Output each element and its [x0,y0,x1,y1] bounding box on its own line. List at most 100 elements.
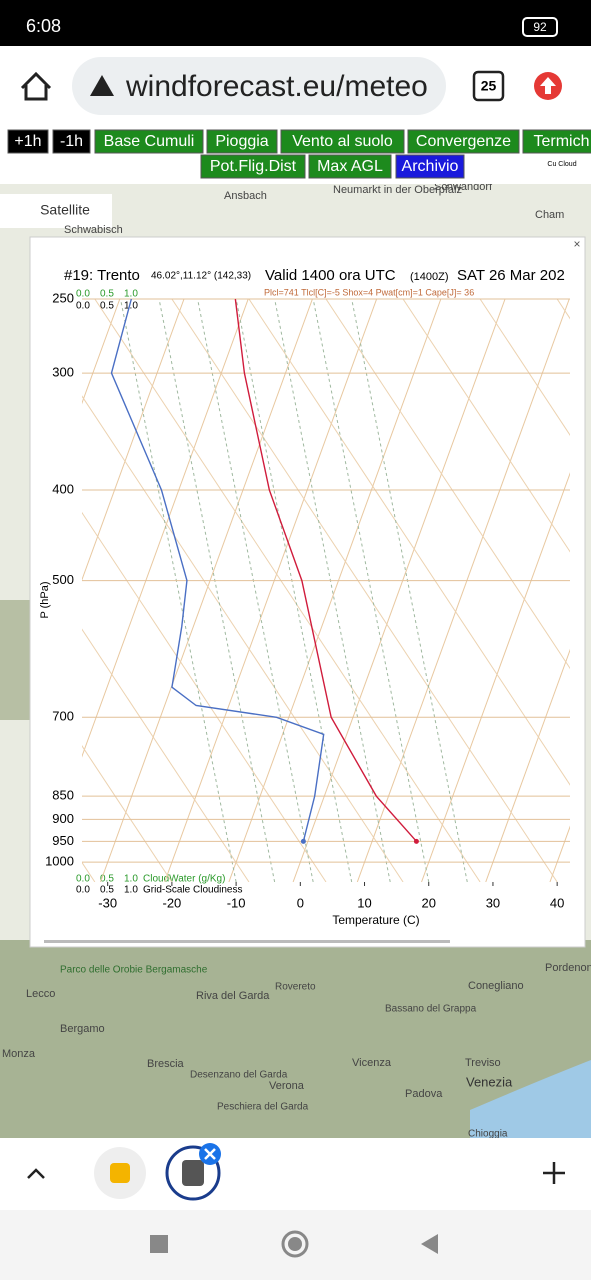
url: windforecast.eu/meteo [125,70,428,103]
isotherm [356,299,570,882]
y-tick-label: 300 [52,365,74,380]
toolbar-button[interactable] [206,129,278,154]
x-tick-label: 10 [357,895,371,910]
toolbar-button-label: -1h [60,133,83,150]
close-button[interactable]: × [573,237,580,251]
y-tick-label: 1000 [45,854,74,869]
dry-adiabat [82,745,173,882]
toolbar-button[interactable] [280,129,405,154]
map-label: Treviso [465,1057,501,1069]
dry-adiabat [94,299,481,882]
bottom-bar [0,1138,591,1210]
toolbar-button[interactable] [94,129,204,154]
surface-point [300,838,306,844]
profile-line [234,298,417,842]
back-button[interactable] [421,1234,438,1254]
isotherm [421,472,570,882]
warning-icon [90,75,114,96]
map-label: Cham [535,209,564,221]
dry-adiabat [82,395,404,882]
map-label: Peschiera del Garda [217,1102,309,1113]
url-field[interactable] [72,57,446,115]
y-tick-label: 700 [52,709,74,724]
scale-label: 0.0 [76,301,90,312]
scale-label: 0.0 [76,289,90,300]
map-label: Desenzano del Garda [190,1070,288,1081]
y-axis-label: P (hPa) [39,581,51,618]
x-tick-label: 20 [422,895,436,910]
tab-button[interactable] [472,70,505,102]
recents-button[interactable] [150,1235,168,1253]
corner-label: Cu Cloud [547,161,576,168]
dry-adiabat [82,628,250,882]
map-label: Ansbach [224,190,267,202]
dry-adiabat [325,299,570,670]
toolbar-button-label: Archivio [402,158,459,175]
map-label: Neumarkt in der Oberpfalz [333,184,462,196]
map-type-button[interactable] [0,194,112,228]
update-arrow [540,77,556,94]
valid: Valid 1400 ora UTC [265,267,396,284]
y-tick-label: 950 [52,833,74,848]
x-tick-label: -30 [98,895,117,910]
scale-label: 0.0 [76,874,90,885]
scale-label: 0.0 [76,885,90,896]
x-axis-label: Temperature (C) [332,913,419,927]
new-tab-button[interactable] [543,1162,565,1184]
map-label: Padova [405,1088,443,1100]
y-tick-label: 900 [52,811,74,826]
status-bar [0,0,591,46]
toolbar-button-label: +1h [14,133,41,150]
map-terrain [0,600,30,720]
map-label: Monza [2,1048,36,1060]
x-tick-label: 40 [550,895,564,910]
toolbar-buttons: +1h -1h Base Cumuli Pioggia Vento al suolo Co… [7,129,591,179]
x-tick-label: -20 [162,895,181,910]
indices: Plcl=741 Tlcl[C]=-5 Shox=4 Pwat[cm]=1 Ca… [264,287,474,297]
legend-label: CloudWater (g/Kg) [143,874,225,885]
home-button[interactable] [20,71,52,101]
toolbar-button[interactable] [52,129,91,154]
close-icon [204,1148,216,1160]
expand-button[interactable] [27,1168,45,1179]
y-tick-label: 850 [52,788,74,803]
x-tick-label: 0 [297,895,304,910]
scrollbar [44,940,450,943]
dry-adiabat [171,299,558,882]
battery: 92 [533,20,547,34]
map-label: Conegliano [468,980,524,992]
scale-label: 1.0 [124,874,138,885]
coords: 46.02°,11.12° (142,33) [151,271,251,282]
toolbar-button[interactable] [407,129,520,154]
y-tick-label: 250 [52,290,74,305]
clock: 6:08 [26,16,61,36]
toolbar-button[interactable] [308,154,392,179]
toolbar-button-label: Convergenze [416,133,511,150]
scale-label: 0.5 [100,289,114,300]
scale-labels: 0.0 0.5 1.0 0.0 0.5 1.0 0.0 0.5 1.0 0.0 … [76,289,243,896]
background-lines [82,299,570,882]
toolbar-button-label: Max AGL [317,158,383,175]
scale-label: 1.0 [124,289,138,300]
isotherm [82,299,121,405]
toolbar-button[interactable] [395,154,465,179]
map-label: Bergamo [60,1023,105,1035]
station: #19: Trento [64,267,140,284]
tab-icon [182,1160,204,1186]
tab-icon [110,1163,130,1183]
profile-line [110,298,325,842]
dry-adiabat [479,299,570,436]
toolbar-button[interactable] [522,129,591,154]
scale-label: 0.5 [100,885,114,896]
toolbar-button[interactable] [7,129,49,154]
y-tick-label: 500 [52,572,74,587]
toolbar-button[interactable] [200,154,306,179]
map-label: Venezia [466,1074,513,1089]
home-nav-dot [288,1237,302,1251]
map-label: Verona [269,1080,305,1092]
isotherm [164,299,378,882]
popup [29,236,586,948]
home-nav-button[interactable] [281,1230,309,1258]
battery-icon [522,17,558,37]
isotherm [82,299,249,758]
